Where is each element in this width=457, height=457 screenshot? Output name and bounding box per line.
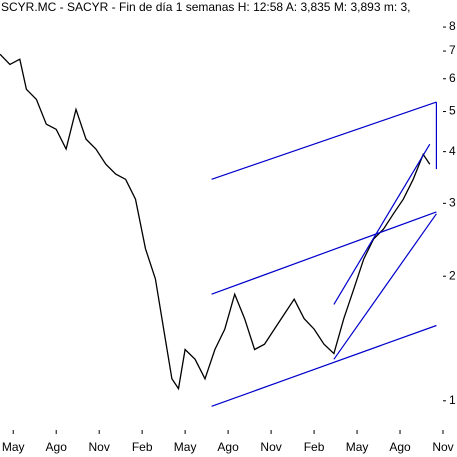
x-tick-label: Nov <box>260 440 281 454</box>
y-tick-label: 3 <box>449 196 456 210</box>
trend-line <box>333 143 431 305</box>
y-tick-label: 7 <box>449 43 456 57</box>
trend-line <box>211 324 437 407</box>
trend-line <box>333 213 437 360</box>
x-tick-label: May <box>2 440 25 454</box>
x-tick-label: Ago <box>389 440 411 454</box>
x-tick-label: Feb <box>304 440 325 454</box>
price-line <box>0 53 431 391</box>
x-tick-label: May <box>174 440 197 454</box>
x-tick-label: Nov <box>432 440 453 454</box>
y-tick-label: 4 <box>449 144 456 158</box>
chart-title: SCYR.MC - SACYR - Fin de día 1 semanas H… <box>1 0 411 14</box>
x-tick-label: Feb <box>132 440 153 454</box>
trend-line <box>211 211 437 295</box>
x-tick-label: Nov <box>89 440 110 454</box>
x-tick-label: May <box>346 440 369 454</box>
x-tick-label: Ago <box>46 440 68 454</box>
y-tick-label: 5 <box>449 104 456 118</box>
y-tick-label: 8 <box>449 19 456 33</box>
y-tick-label: 6 <box>449 71 456 85</box>
y-tick-label: 2 <box>449 268 456 282</box>
trend-line <box>211 101 437 180</box>
x-tick-label: Ago <box>217 440 239 454</box>
y-tick-label: 1 <box>449 393 456 407</box>
